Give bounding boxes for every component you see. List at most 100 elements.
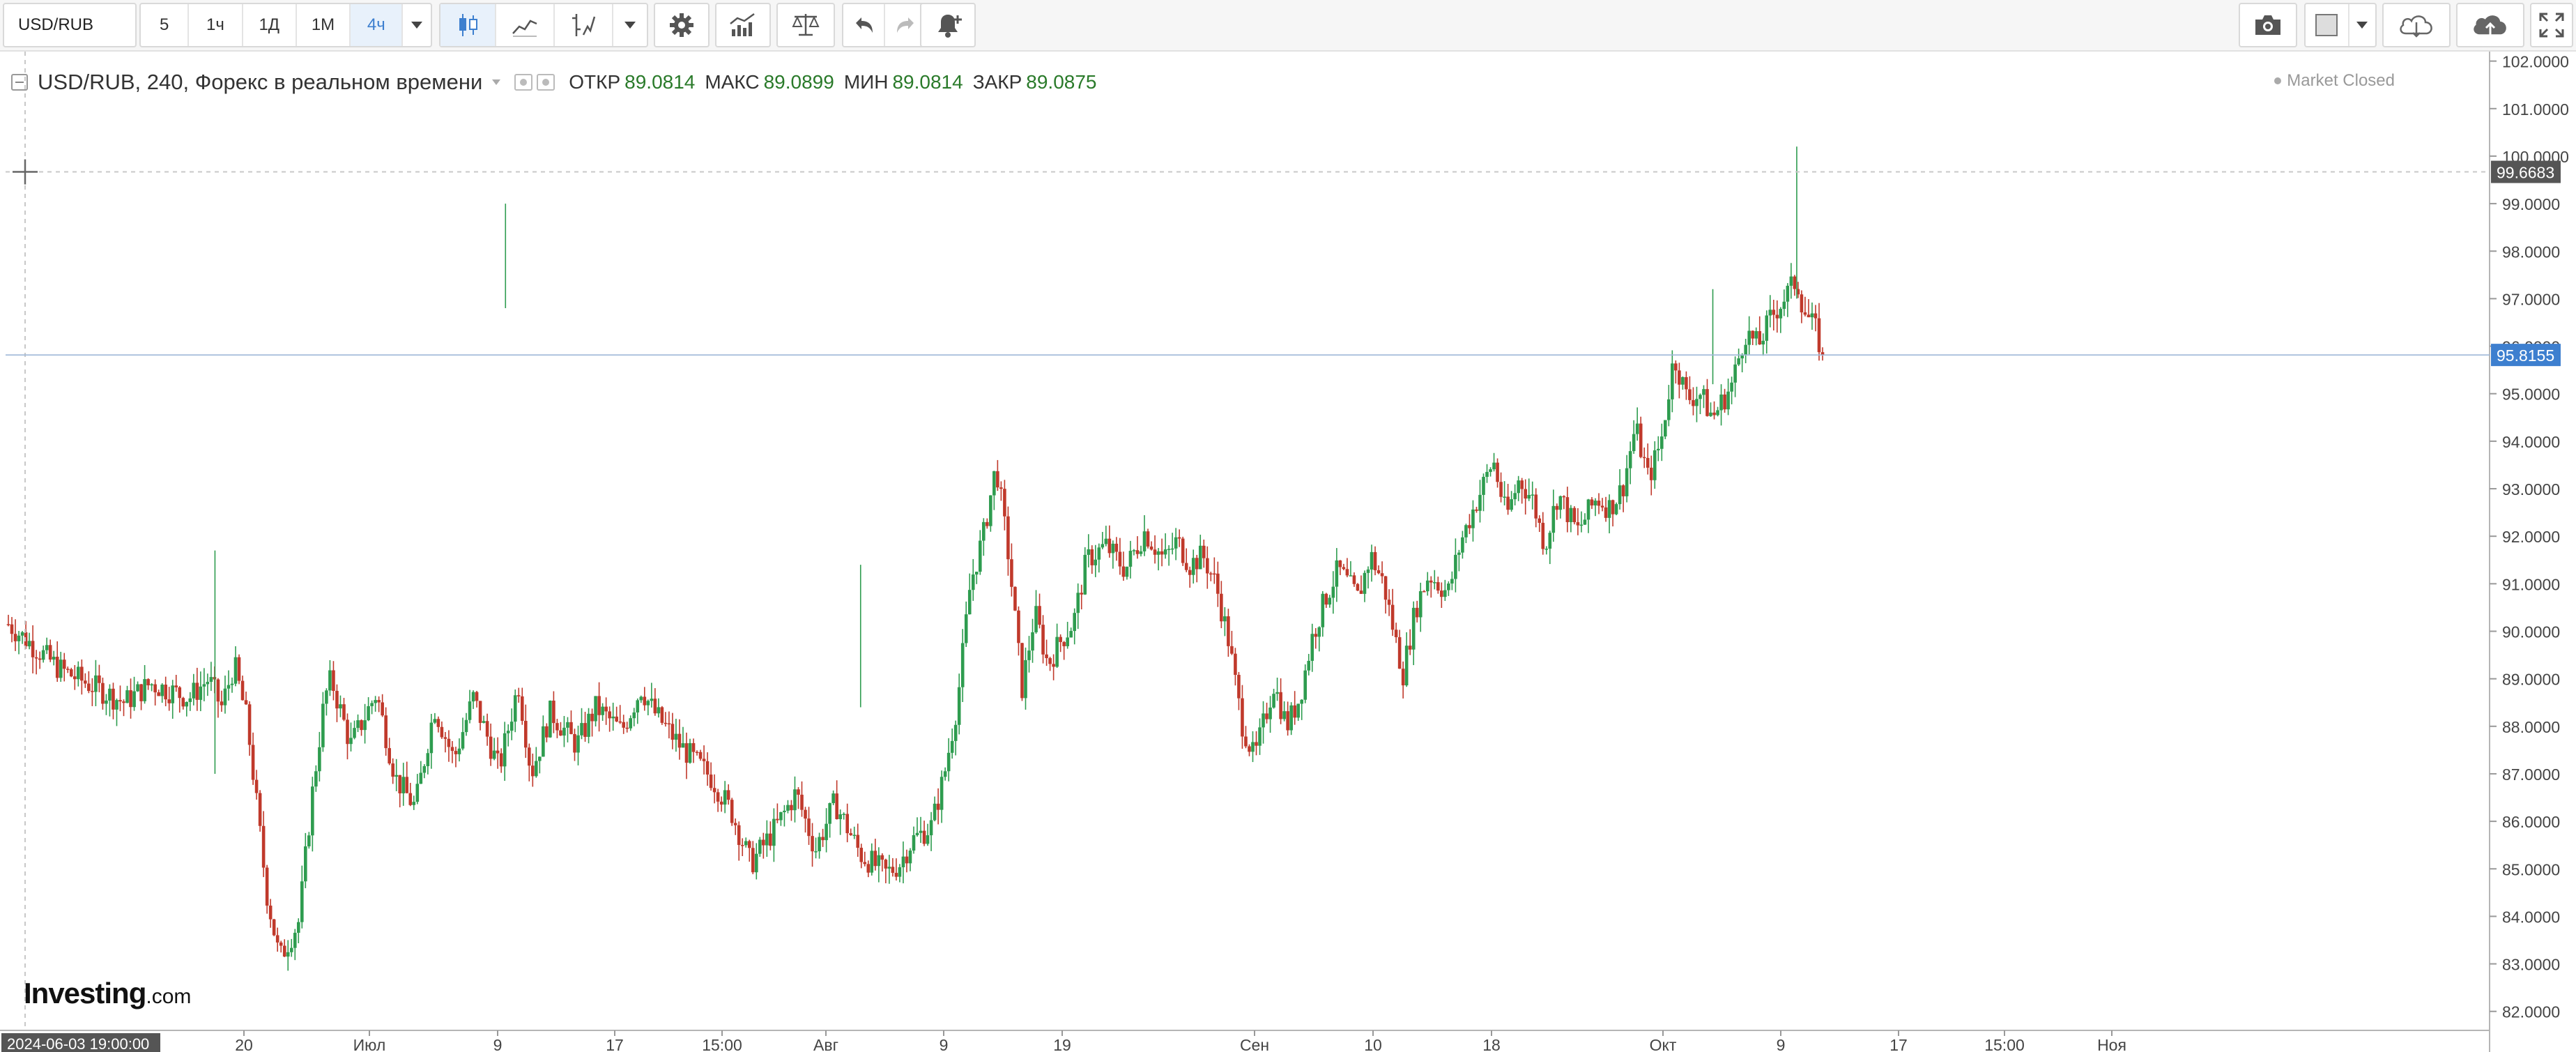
settings-small-icon[interactable]: [537, 74, 555, 91]
candle-body: [1083, 554, 1087, 595]
save-chart-button[interactable]: [2456, 3, 2524, 47]
candle-body: [188, 698, 192, 702]
screenshot-button[interactable]: [2239, 3, 2297, 47]
candle-body: [657, 707, 661, 714]
candle-body: [289, 947, 293, 952]
candle-body: [443, 737, 447, 739]
price-chart[interactable]: 82.0000 83.0000 84.0000 85.0000 86.0000 87.00…: [0, 52, 2576, 1052]
candle-body: [646, 701, 650, 706]
candle-body: [1751, 330, 1754, 339]
candle-body: [1289, 705, 1293, 731]
candle-body: [167, 699, 171, 703]
candle-body: [346, 719, 349, 745]
candlestick-icon: [459, 14, 477, 36]
price-tick-label: 102.0000: [2502, 53, 2569, 71]
interval-1h-button[interactable]: 1ч: [189, 4, 243, 46]
candle-body: [408, 793, 413, 805]
time-tick-label: 19: [1053, 1036, 1071, 1052]
candle-body: [356, 720, 360, 729]
studies-button[interactable]: [715, 3, 771, 47]
time-tick-label: 10: [1364, 1036, 1382, 1052]
candle-body: [509, 722, 514, 731]
candle-body: [1205, 558, 1209, 574]
fullscreen-button[interactable]: [2530, 3, 2573, 47]
candle-body: [1744, 344, 1747, 355]
eye-icon[interactable]: [514, 74, 533, 91]
time-tick-label: Июл: [353, 1036, 386, 1052]
collapse-legend-icon[interactable]: [11, 74, 28, 91]
candle-body: [1216, 573, 1220, 594]
candle-body: [1541, 522, 1545, 549]
candle-body: [45, 645, 49, 650]
indicators-button[interactable]: [555, 4, 613, 46]
candle-body: [394, 775, 399, 777]
candle-body: [1485, 471, 1489, 478]
candle-body: [485, 721, 489, 737]
interval-dropdown-button[interactable]: [403, 4, 431, 46]
candle-body: [1220, 593, 1223, 622]
layout-dropdown-button[interactable]: [2349, 4, 2375, 46]
candle-body: [754, 853, 758, 873]
price-tick-label: 90.0000: [2502, 623, 2560, 641]
candle-body: [873, 851, 877, 867]
candle-body: [695, 752, 699, 754]
candle-body: [24, 632, 28, 647]
candle-body: [27, 641, 31, 647]
interval-1m-button[interactable]: 1М: [297, 4, 351, 46]
candle-body: [1184, 563, 1188, 570]
candle-body: [254, 779, 259, 793]
layout-button[interactable]: [2306, 4, 2349, 46]
candle-body: [1586, 499, 1590, 520]
series-title: USD/RUB, 240, Форекс в реальном времени: [38, 70, 483, 94]
time-tick-label: 18: [1482, 1036, 1501, 1052]
candle-body: [454, 751, 458, 754]
candle-body: [143, 679, 146, 701]
candle-body: [576, 735, 580, 753]
candle-body: [48, 645, 52, 660]
candle-body: [716, 792, 720, 802]
line-style-button[interactable]: [496, 4, 555, 46]
price-tick-label: 101.0000: [2502, 100, 2569, 119]
candle-body: [856, 834, 860, 848]
candle-body: [1230, 646, 1234, 654]
candle-body: [538, 756, 542, 761]
candle-body: [611, 716, 615, 719]
chevron-down-icon[interactable]: [492, 79, 501, 85]
candle-body: [1621, 485, 1625, 496]
candle-body: [230, 683, 234, 685]
candle-body: [964, 614, 968, 643]
history-group: [842, 3, 928, 47]
interval-5-button[interactable]: 5: [141, 4, 190, 46]
interval-1d-button[interactable]: 1Д: [243, 4, 297, 46]
candle-body: [1104, 538, 1108, 544]
redo-button[interactable]: [885, 4, 927, 46]
status-dot-icon: [2274, 77, 2282, 84]
chart-pane[interactable]: 82.0000 83.0000 84.0000 85.0000 86.0000 87.00…: [0, 52, 2576, 1052]
candle-body: [461, 732, 465, 749]
style-dropdown-button[interactable]: [613, 4, 647, 46]
candle-body: [1282, 711, 1286, 719]
candle-body: [719, 801, 723, 805]
settings-button[interactable]: [654, 3, 710, 47]
candle-body: [747, 841, 751, 848]
layout-group: [2304, 3, 2377, 47]
interval-4h-button[interactable]: 4ч: [351, 4, 404, 46]
load-chart-button[interactable]: [2382, 3, 2451, 47]
candle-body: [1135, 550, 1140, 554]
compare-button[interactable]: [776, 3, 835, 47]
candle-body: [1468, 525, 1471, 528]
symbol-search-input[interactable]: USD/RUB: [3, 3, 137, 47]
candles-style-button[interactable]: [440, 4, 496, 46]
candle-body: [1132, 550, 1136, 551]
candle-body: [1209, 573, 1213, 575]
candle-body: [1034, 606, 1038, 632]
candle-body: [1772, 310, 1776, 315]
candle-body: [499, 753, 503, 767]
undo-button[interactable]: [843, 4, 885, 46]
alert-button[interactable]: [920, 3, 976, 47]
candle-body: [1551, 505, 1556, 533]
candle-body: [471, 692, 475, 702]
candle-body: [838, 814, 842, 819]
candle-body: [1293, 705, 1296, 718]
alert-bell-icon: [938, 15, 962, 38]
